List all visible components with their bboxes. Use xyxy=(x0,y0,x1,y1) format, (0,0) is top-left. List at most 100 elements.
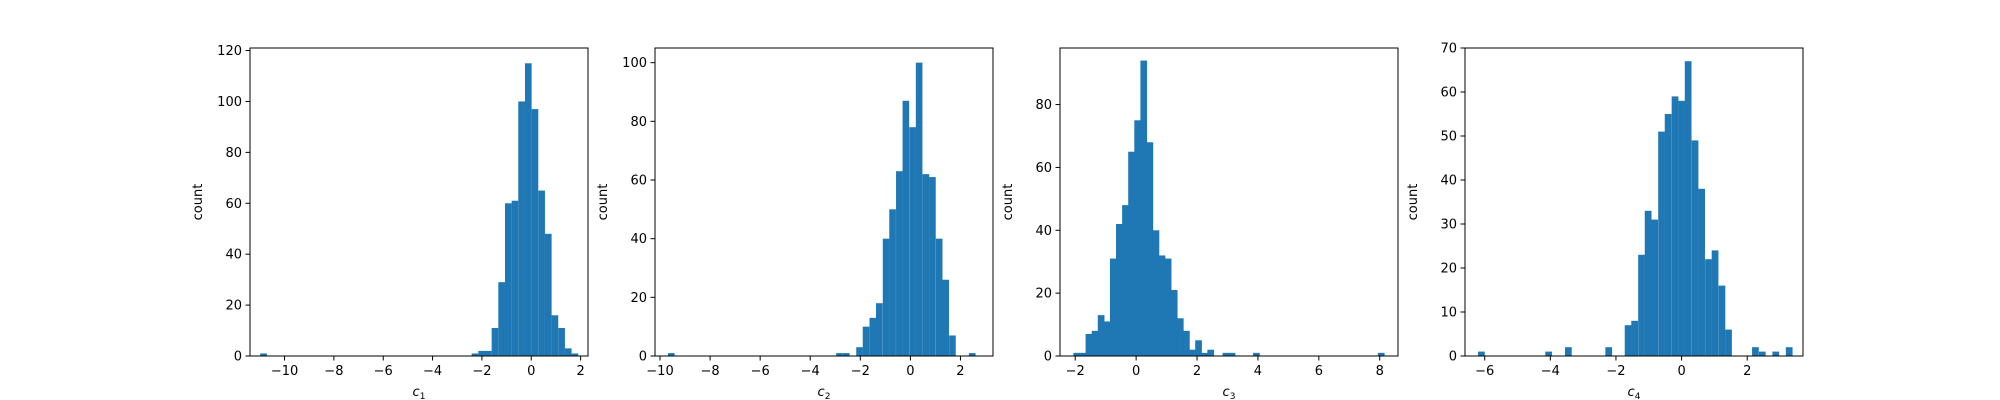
y-tick-label: 0 xyxy=(1449,350,1457,365)
histogram-bar xyxy=(1146,142,1154,356)
histogram-bar xyxy=(1158,255,1166,356)
histogram-bar xyxy=(1207,349,1215,356)
x-tick-label: 0 xyxy=(527,364,535,379)
histogram-bar xyxy=(1152,230,1160,356)
histogram-bar xyxy=(1638,254,1645,356)
x-tick-label: −4 xyxy=(1541,364,1560,379)
x-tick-label: 4 xyxy=(1254,364,1262,379)
x-tick-label: −10 xyxy=(646,364,673,379)
y-tick-label: 80 xyxy=(225,146,242,161)
y-tick-label: 20 xyxy=(630,291,647,306)
y-tick-label: 40 xyxy=(630,232,647,247)
histogram-bar xyxy=(1605,347,1613,356)
histogram-bar xyxy=(842,353,850,356)
y-tick-label: 80 xyxy=(1035,98,1052,113)
y-tick-label: 0 xyxy=(1044,350,1052,365)
x-tick-label: −2 xyxy=(1066,364,1085,379)
histogram-bar xyxy=(1624,325,1632,356)
histogram-bar xyxy=(1222,352,1230,356)
x-tick-label: 0 xyxy=(1132,364,1140,379)
histogram-bar xyxy=(1658,131,1665,356)
x-axis-label: c3 xyxy=(1223,385,1236,400)
histogram-bar xyxy=(1785,347,1793,356)
histogram-bar xyxy=(968,353,976,356)
histogram-bar xyxy=(1698,188,1705,356)
histogram-bar xyxy=(1684,61,1692,356)
histogram-bar xyxy=(1664,114,1672,356)
histogram-bar xyxy=(478,350,485,356)
x-axis-label-subscript: 2 xyxy=(825,392,831,400)
histogram-bar xyxy=(902,100,910,356)
histogram-bar xyxy=(909,127,916,356)
histogram-bar xyxy=(1134,120,1141,356)
x-axis-label-base: c xyxy=(1628,385,1635,400)
x-axis-label-subscript: 3 xyxy=(1230,392,1236,400)
histogram-bar xyxy=(1176,318,1184,356)
x-tick-label: −6 xyxy=(751,364,770,379)
x-axis-label-base: c xyxy=(413,385,420,400)
y-tick-label: 20 xyxy=(225,299,242,314)
y-tick-label: 40 xyxy=(1440,174,1457,189)
x-tick-label: −6 xyxy=(1475,364,1494,379)
histogram-bar xyxy=(1752,347,1759,356)
y-tick-label: 100 xyxy=(217,95,242,110)
x-tick-label: 2 xyxy=(1193,364,1201,379)
histogram-bar xyxy=(1228,352,1236,356)
y-tick-label: 30 xyxy=(1440,218,1457,233)
histogram-bar xyxy=(1545,351,1553,356)
histogram-bar xyxy=(1711,250,1719,356)
x-tick-label: −6 xyxy=(374,364,393,379)
y-tick-label: 0 xyxy=(234,350,242,365)
histogram-bar xyxy=(1140,60,1148,356)
histogram-bar xyxy=(856,347,863,356)
histogram-bar xyxy=(1128,151,1135,356)
histogram-bar xyxy=(915,62,923,357)
histogram-bar xyxy=(544,233,552,356)
x-tick-label: 2 xyxy=(956,364,964,379)
histogram-bar xyxy=(942,279,949,356)
histogram-bar xyxy=(876,303,883,356)
histogram-bar xyxy=(862,326,870,356)
histogram-bar xyxy=(922,174,930,356)
histogram-bar xyxy=(1201,352,1208,356)
y-tick-label: 20 xyxy=(1440,262,1457,277)
histogram-bar xyxy=(260,353,267,356)
histogram-bar xyxy=(869,317,877,356)
histogram-bar xyxy=(1122,205,1129,356)
histogram-bar xyxy=(836,353,843,356)
histogram-bar xyxy=(949,335,956,356)
histogram-bar xyxy=(929,177,936,356)
histogram-bar xyxy=(1377,352,1385,356)
y-tick-label: 60 xyxy=(1440,86,1457,101)
histogram-bar xyxy=(511,200,519,356)
histogram-bar xyxy=(1097,315,1105,356)
y-axis-label: count xyxy=(191,184,206,221)
histogram-bar xyxy=(1073,352,1081,356)
histogram-bar xyxy=(518,101,525,356)
histogram-bar xyxy=(1671,96,1679,357)
x-tick-label: 2 xyxy=(1743,364,1751,379)
histogram-bar xyxy=(1725,329,1732,356)
histogram-bar xyxy=(1651,219,1659,356)
x-axis-label: c2 xyxy=(818,385,831,400)
histogram-bar xyxy=(471,353,479,356)
x-axis-label-subscript: 1 xyxy=(420,392,426,400)
histogram-bar xyxy=(1718,285,1726,356)
histogram-bar xyxy=(889,209,896,356)
y-tick-label: 10 xyxy=(1440,306,1457,321)
histogram-bar xyxy=(1170,290,1178,356)
y-tick-label: 40 xyxy=(225,248,242,263)
histogram-bar xyxy=(1758,351,1766,356)
histogram-bar xyxy=(882,238,890,356)
histogram-bar xyxy=(524,63,532,357)
histogram-bar xyxy=(1189,349,1196,356)
histogram-bar xyxy=(1253,352,1260,356)
histogram-bar xyxy=(504,203,512,356)
y-tick-label: 80 xyxy=(630,115,647,130)
x-tick-label: 0 xyxy=(906,364,914,379)
histogram-bar xyxy=(667,353,675,356)
histogram-bar xyxy=(1183,330,1190,356)
